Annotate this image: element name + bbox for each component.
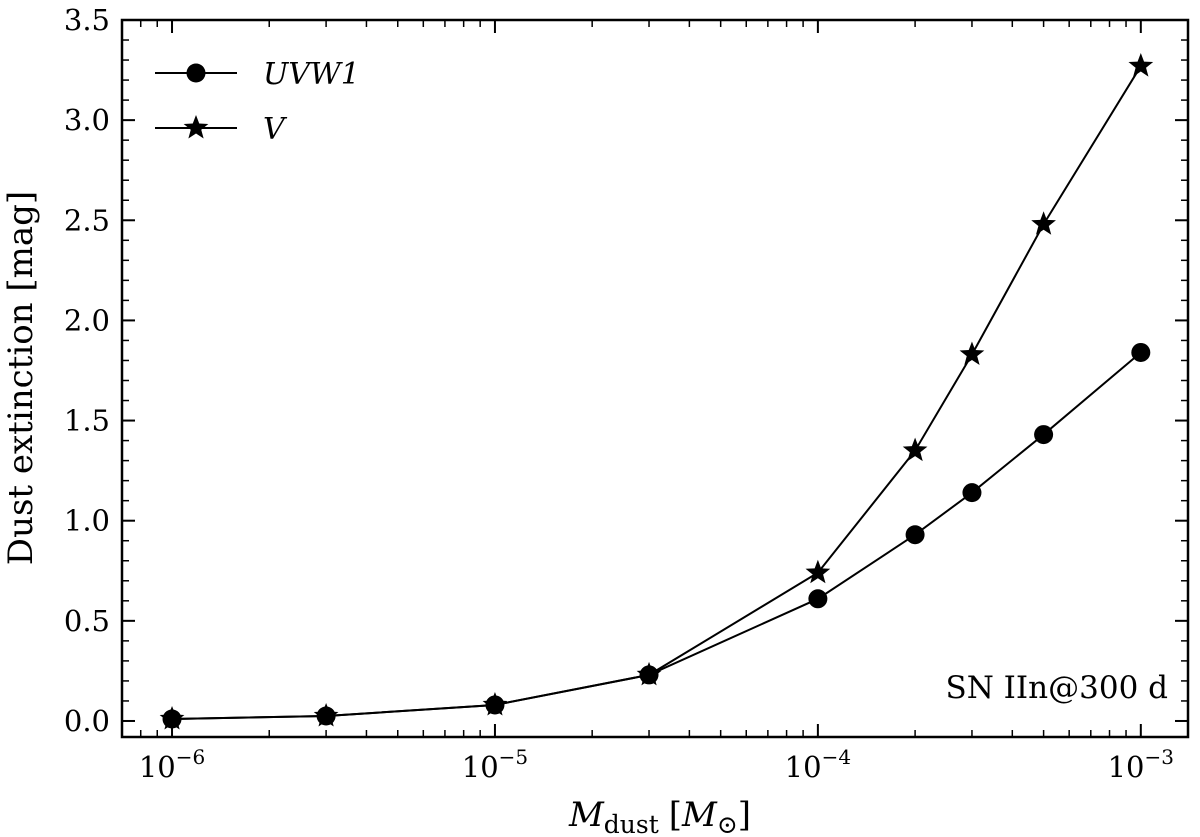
x-tick-base: 10: [139, 750, 176, 784]
x-axis-label: Mdust [M⊙]: [568, 795, 751, 837]
x-tick-exponent: −5: [499, 745, 528, 769]
data-point-v: [482, 691, 508, 716]
y-tick-label: 3.0: [64, 103, 110, 137]
x-tick-label: 10−5: [462, 745, 528, 784]
data-point-uvw1: [1131, 342, 1151, 362]
axis-ticks: [121, 19, 1188, 737]
legend: UVW1 V: [155, 57, 360, 147]
x-label-symbol: M: [568, 795, 605, 835]
plot-frame: [120, 18, 1190, 739]
y-tick-labels: 0.0 0.5 1.0 1.5 2.0 2.5 3.0 3.5: [64, 3, 110, 738]
x-label-unit-sub: ⊙: [717, 810, 738, 837]
x-tick-label: 10−4: [785, 745, 851, 784]
y-axis-label: Dust extinction [mag]: [1, 191, 41, 565]
x-tick-base: 10: [785, 750, 822, 784]
y-tick-label: 2.0: [64, 303, 110, 337]
series-layer: [159, 53, 1154, 730]
x-label-unit-open: [: [669, 795, 682, 835]
data-point-uvw1: [808, 589, 828, 609]
x-tick-base: 10: [462, 750, 499, 784]
x-tick-labels: 10−6 10−5 10−4 10−3: [139, 745, 1174, 784]
data-point-uvw1: [905, 525, 925, 545]
data-point-uvw1: [1034, 425, 1054, 445]
x-tick-base: 10: [1108, 750, 1145, 784]
series-line-uvw1: [172, 351, 1142, 720]
x-label-unit-symbol: M: [681, 795, 718, 835]
y-tick-label: 2.5: [64, 203, 110, 237]
data-point-v: [636, 661, 662, 686]
x-label-subscript: dust: [604, 810, 659, 837]
legend-label-uvw1: UVW1: [263, 57, 360, 92]
x-tick-label: 10−3: [1108, 745, 1174, 784]
data-point-v: [1031, 211, 1056, 235]
x-tick-exponent: −3: [1145, 745, 1174, 769]
series-line-v: [172, 65, 1142, 720]
legend-label-v: V: [263, 112, 288, 147]
data-point-v: [313, 702, 339, 727]
y-tick-label: 1.0: [64, 504, 110, 538]
x-tick-exponent: −4: [822, 745, 851, 769]
legend-marker-star: [183, 115, 209, 139]
x-label-unit-close: ]: [738, 795, 751, 835]
y-tick-label: 1.5: [64, 404, 110, 438]
x-tick-label: 10−6: [139, 745, 205, 784]
data-point-uvw1: [962, 483, 982, 503]
x-tick-exponent: −6: [176, 745, 205, 769]
data-point-v: [159, 705, 185, 730]
data-point-v: [959, 341, 985, 365]
y-tick-label: 0.0: [64, 704, 110, 738]
y-tick-label: 3.5: [64, 3, 110, 37]
chart-annotation: SN IIn@300 d: [945, 670, 1168, 706]
y-tick-label: 0.5: [64, 604, 110, 638]
legend-marker-circle: [186, 63, 206, 83]
data-point-v: [1128, 53, 1154, 77]
data-point-v: [805, 559, 831, 584]
data-point-v: [902, 437, 928, 462]
